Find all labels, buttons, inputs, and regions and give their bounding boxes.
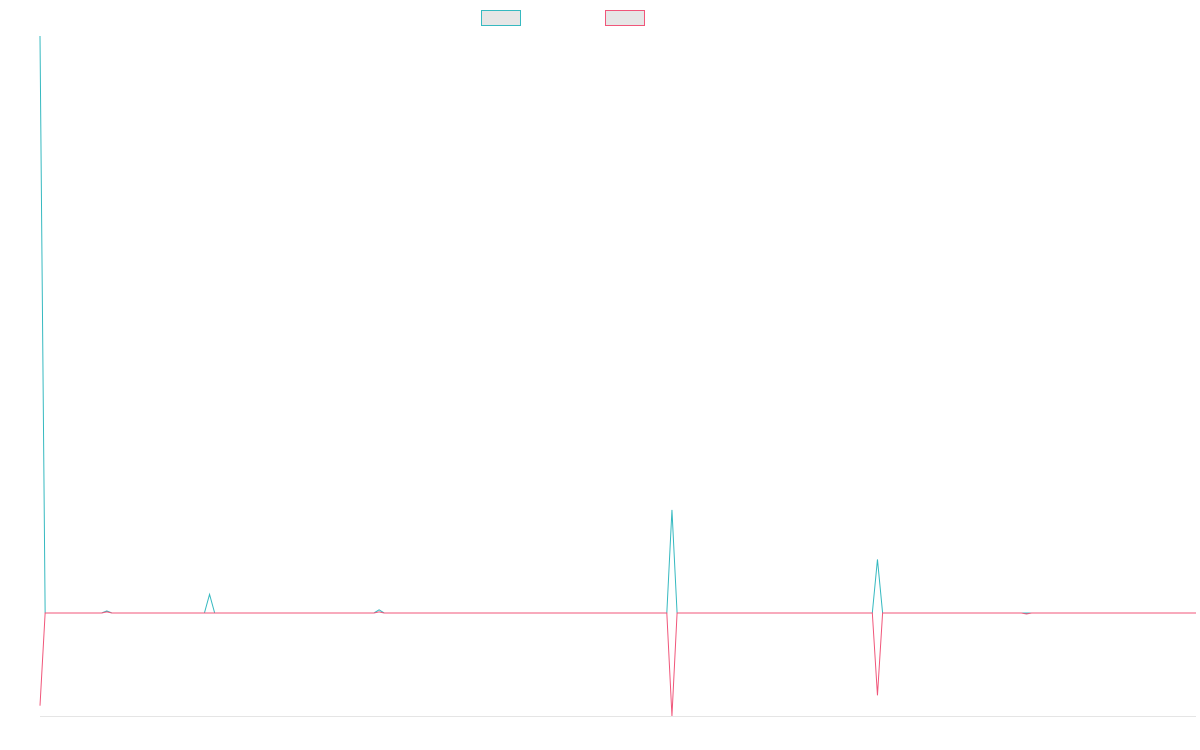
legend-item-series-1[interactable] bbox=[481, 9, 527, 27]
series-layer bbox=[39, 35, 1196, 717]
legend-swatch-series-1 bbox=[481, 10, 521, 26]
legend bbox=[0, 9, 1200, 27]
legend-item-series-2[interactable] bbox=[605, 9, 651, 27]
series-line-1[interactable] bbox=[39, 35, 1196, 614]
series-line-2[interactable] bbox=[39, 611, 1196, 717]
legend-swatch-series-2 bbox=[605, 10, 645, 26]
